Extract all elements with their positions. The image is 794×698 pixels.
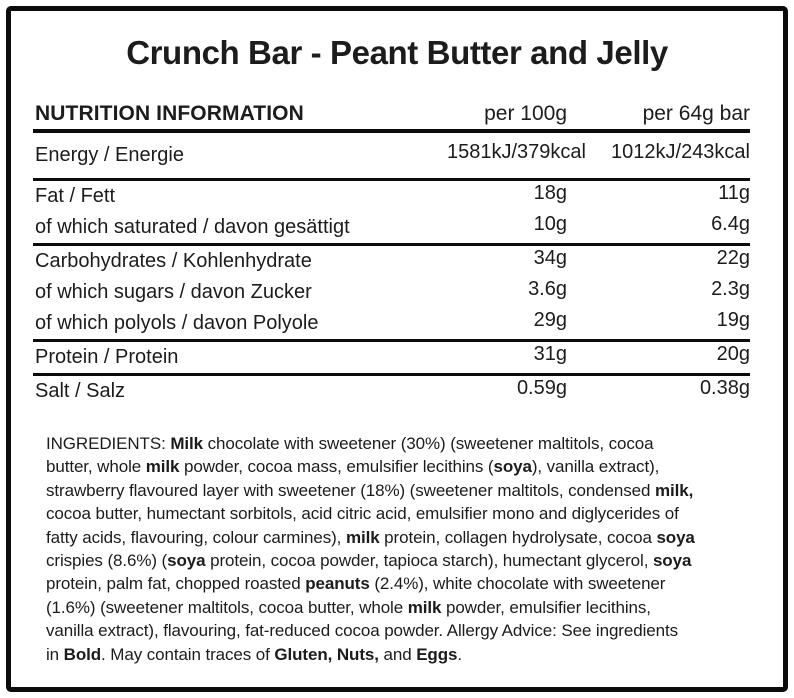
ingredient-text: . bbox=[457, 644, 462, 664]
value-per-64g-bar: 20g bbox=[716, 343, 750, 365]
ingredient-bold-term: soya bbox=[167, 551, 206, 571]
value-per-100g: 29g bbox=[533, 309, 567, 331]
ingredient-text: protein, collagen hydrolysate, cocoa bbox=[379, 527, 657, 547]
ingredient-bold-term: milk bbox=[345, 527, 380, 547]
ingredient-text: vanilla extract), flavouring, fat-reduce… bbox=[46, 621, 678, 641]
ingredient-text: butter, whole bbox=[46, 457, 146, 477]
column-header-per-64g-bar: per 64g bar bbox=[642, 102, 750, 125]
ingredient-text: ), vanilla extract), bbox=[531, 457, 660, 477]
table-row: of which saturated / davon gesättigt 10g 6… bbox=[33, 212, 750, 243]
table-header-row: NUTRITION INFORMATION per 100g per 64g b… bbox=[33, 99, 750, 133]
ingredient-text: protein, palm fat, chopped roasted bbox=[46, 574, 306, 594]
table-row: Salt / Salz 0.59g 0.38g bbox=[33, 376, 750, 407]
ingredient-text: cocoa butter, humectant sorbitols, acid … bbox=[46, 504, 679, 524]
ingredient-bold-term: milk, bbox=[655, 480, 694, 500]
nutrient-label: Carbohydrates / Kohlenhydrate bbox=[35, 250, 312, 272]
ingredient-bold-term: peanuts bbox=[305, 574, 370, 594]
value-per-100g: 3.6g bbox=[528, 278, 567, 300]
ingredient-text: (1.6%) (sweetener maltitols, cocoa butte… bbox=[46, 597, 408, 617]
ingredient-bold-term: Eggs bbox=[416, 644, 458, 664]
table-row: Carbohydrates / Kohlenhydrate 34g 22g bbox=[33, 246, 750, 277]
table-row: Fat / Fett 18g 11g bbox=[33, 181, 750, 212]
ingredient-bold-term: soya bbox=[656, 527, 695, 547]
ingredient-bold-term: soya bbox=[493, 457, 532, 477]
value-per-64g-bar: 19g bbox=[716, 309, 750, 331]
nutrient-label: of which polyols / davon Polyole bbox=[35, 312, 319, 334]
table-row-group: Carbohydrates / Kohlenhydrate 34g 22g of wh… bbox=[33, 243, 750, 339]
value-per-64g-bar: 0.38g bbox=[699, 377, 750, 399]
table-body: Energy / Energie 1581kJ/379kcal 1012kJ/243… bbox=[33, 133, 750, 407]
ingredient-bold-term: milk bbox=[145, 457, 180, 477]
ingredients-paragraph: INGREDIENTS: Milk chocolate with sweeten… bbox=[46, 432, 746, 666]
ingredient-text: powder, emulsifier lecithins, bbox=[441, 597, 651, 617]
ingredient-text: chocolate with sweetener (30%) (sweetene… bbox=[203, 434, 654, 453]
table-title: NUTRITION INFORMATION bbox=[35, 102, 304, 125]
value-per-100g: 18g bbox=[533, 182, 567, 204]
value-per-100g: 1581kJ/379kcal bbox=[447, 141, 586, 163]
value-per-64g-bar: 2.3g bbox=[711, 278, 750, 300]
value-per-100g: 10g bbox=[533, 213, 567, 235]
ingredient-bold-term: Bold bbox=[63, 644, 102, 664]
column-header-per-100g: per 100g bbox=[484, 102, 567, 125]
ingredient-text: and bbox=[378, 644, 417, 664]
table-row-group: Fat / Fett 18g 11g of which saturated / dav… bbox=[33, 178, 750, 243]
ingredient-bold-term: soya bbox=[652, 551, 692, 571]
table-row-group: Protein / Protein 31g 20g bbox=[33, 339, 750, 373]
table-row-group: Salt / Salz 0.59g 0.38g bbox=[33, 373, 750, 407]
ingredient-text: fatty acids, flavouring, colour carmines… bbox=[46, 527, 346, 547]
table-row: Energy / Energie 1581kJ/379kcal 1012kJ/243… bbox=[33, 133, 750, 178]
nutrient-label: Fat / Fett bbox=[35, 185, 116, 207]
ingredient-text: . May contain traces of bbox=[101, 644, 275, 664]
value-per-64g-bar: 1012kJ/243kcal bbox=[611, 141, 750, 163]
ingredient-bold-term: Milk bbox=[170, 434, 203, 453]
ingredient-text: (2.4%), white chocolate with sweetener bbox=[369, 574, 666, 594]
ingredient-text: in bbox=[46, 644, 64, 664]
ingredient-text: INGREDIENTS: bbox=[46, 434, 171, 453]
table-row-group: Energy / Energie 1581kJ/379kcal 1012kJ/243… bbox=[33, 133, 750, 178]
ingredient-text: crispies (8.6%) ( bbox=[46, 551, 168, 571]
ingredient-text: strawberry flavoured layer with sweetene… bbox=[46, 480, 655, 500]
nutrient-label: Energy / Energie bbox=[35, 144, 184, 166]
nutrient-label: Protein / Protein bbox=[35, 346, 179, 368]
ingredient-bold-term: milk bbox=[407, 597, 442, 617]
ingredient-text: powder, cocoa mass, emulsifier lecithins… bbox=[179, 457, 494, 477]
ingredient-text: protein, cocoa powder, tapioca starch), … bbox=[205, 551, 653, 571]
value-per-100g: 34g bbox=[533, 247, 567, 269]
value-per-64g-bar: 22g bbox=[716, 247, 750, 269]
table-row: of which polyols / davon Polyole 29g 19g bbox=[33, 308, 750, 339]
value-per-100g: 31g bbox=[533, 343, 567, 365]
product-title: Crunch Bar - Peant Butter and Jelly bbox=[126, 34, 668, 71]
ingredient-bold-term: Gluten, Nuts, bbox=[274, 644, 379, 664]
value-per-64g-bar: 11g bbox=[718, 182, 750, 204]
value-per-100g: 0.59g bbox=[516, 377, 567, 399]
nutrition-label: Crunch Bar - Peant Butter and Jelly NUTR… bbox=[6, 6, 788, 692]
table-row: of which sugars / davon Zucker 3.6g 2.3g bbox=[33, 277, 750, 308]
table-row: Protein / Protein 31g 20g bbox=[33, 342, 750, 373]
nutrition-table: NUTRITION INFORMATION per 100g per 64g b… bbox=[33, 99, 750, 407]
value-per-64g-bar: 6.4g bbox=[711, 213, 750, 235]
nutrient-label: of which sugars / davon Zucker bbox=[35, 281, 312, 303]
nutrient-label: Salt / Salz bbox=[35, 380, 126, 402]
nutrient-label: of which saturated / davon gesättigt bbox=[35, 216, 350, 238]
